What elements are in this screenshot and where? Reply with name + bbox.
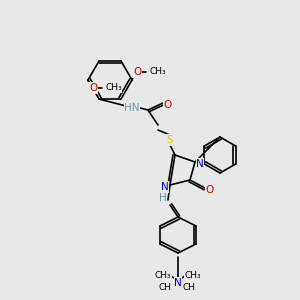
- Text: CH: CH: [158, 283, 172, 292]
- Text: HN: HN: [124, 103, 140, 113]
- Text: H: H: [159, 193, 167, 203]
- Text: CH₃: CH₃: [105, 83, 122, 92]
- Text: CH: CH: [182, 283, 196, 292]
- Text: N: N: [161, 182, 169, 192]
- Text: O: O: [164, 100, 172, 110]
- Text: N: N: [196, 159, 204, 169]
- Text: O: O: [89, 83, 97, 93]
- Text: N: N: [174, 278, 182, 288]
- Text: CH₃: CH₃: [149, 68, 166, 76]
- Text: CH₃: CH₃: [155, 272, 171, 280]
- Text: CH₃: CH₃: [185, 272, 201, 280]
- Text: N: N: [174, 278, 182, 288]
- Text: O: O: [206, 185, 214, 195]
- Text: S: S: [167, 135, 173, 145]
- Text: O: O: [133, 67, 141, 77]
